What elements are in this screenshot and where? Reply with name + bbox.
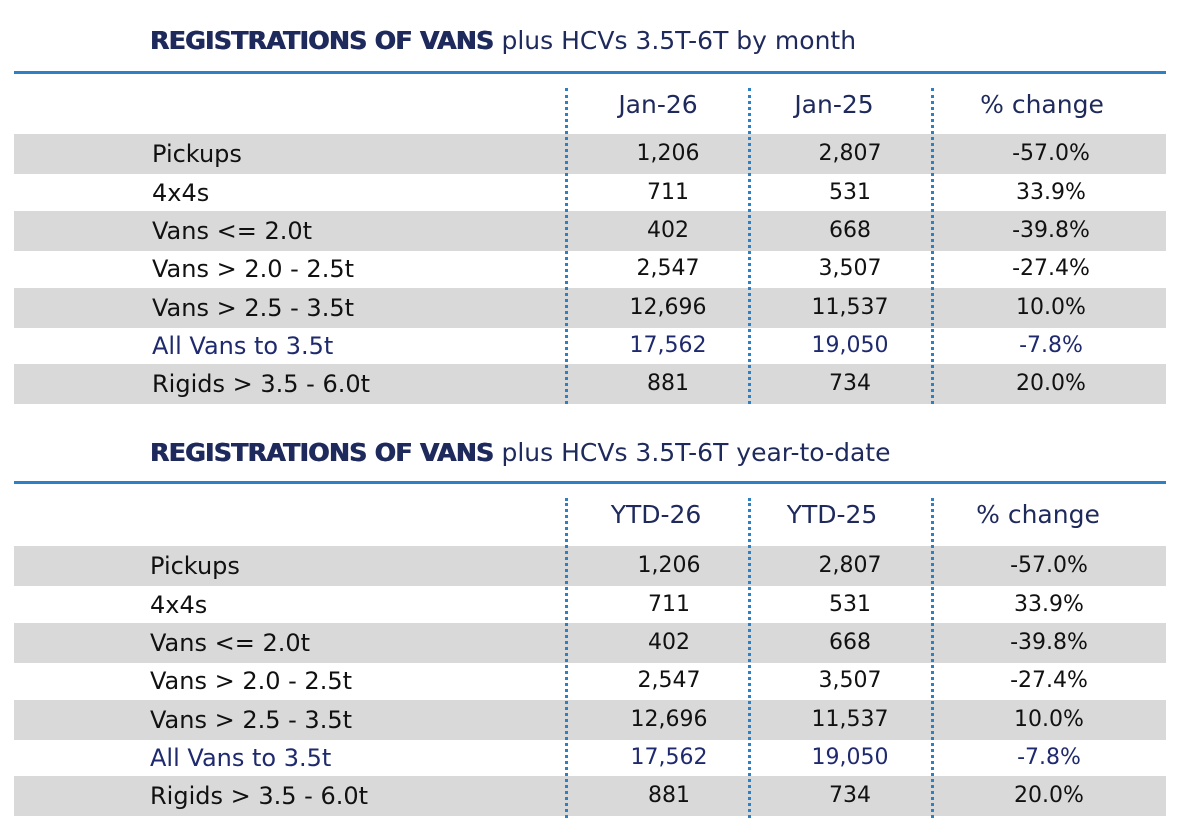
row-value-current: 17,562 [630, 745, 708, 770]
row-value-previous: 668 [829, 218, 871, 243]
ytd-col-header-3: % change [976, 500, 1100, 529]
row-value-change: -27.4% [1010, 668, 1088, 693]
monthly-col-header-2: Jan-25 [794, 90, 874, 119]
row-value-change: -7.8% [1019, 333, 1083, 358]
table-row: All Vans to 3.5t 17,562 19,050 -7.8% [14, 326, 1166, 366]
table-row: Pickups 1,206 2,807 -57.0% [14, 546, 1166, 586]
row-value-previous: 2,807 [818, 141, 882, 166]
row-value-current: 1,206 [636, 141, 700, 166]
ytd-title-rest: plus HCVs 3.5T-6T year-to-date [501, 438, 891, 467]
column-divider [565, 498, 568, 818]
row-label: Vans > 2.0 - 2.5t [152, 255, 355, 283]
row-value-current: 2,547 [637, 668, 701, 693]
row-value-change: -39.8% [1010, 630, 1088, 655]
row-label: Vans > 2.5 - 3.5t [150, 706, 353, 734]
column-divider [748, 88, 751, 404]
monthly-title-rest: plus HCVs 3.5T-6T by month [501, 26, 857, 55]
ytd-title: REGISTRATIONS OF VANS plus HCVs 3.5T-6T y… [150, 440, 890, 465]
row-value-change: -57.0% [1012, 141, 1090, 166]
row-value-current: 17,562 [629, 333, 707, 358]
row-value-previous: 531 [829, 592, 871, 617]
monthly-col-header-1: Jan-26 [618, 90, 698, 119]
table-row: Pickups 1,206 2,807 -57.0% [14, 134, 1166, 174]
row-label: Pickups [150, 552, 240, 580]
row-label: All Vans to 3.5t [152, 332, 334, 360]
row-value-change: -7.8% [1017, 745, 1081, 770]
column-divider [931, 498, 934, 818]
monthly-col-header-3: % change [980, 90, 1104, 119]
table-row: All Vans to 3.5t 17,562 19,050 -7.8% [14, 738, 1166, 778]
row-value-change: 20.0% [1016, 371, 1086, 396]
row-label: Vans > 2.0 - 2.5t [150, 667, 353, 695]
row-value-current: 402 [647, 218, 689, 243]
monthly-top-rule [14, 71, 1166, 74]
row-value-previous: 19,050 [811, 333, 889, 358]
row-value-change: -39.8% [1012, 218, 1090, 243]
row-value-previous: 734 [829, 783, 871, 808]
ytd-col-header-2: YTD-25 [786, 500, 878, 529]
row-label: Pickups [152, 140, 242, 168]
row-value-previous: 19,050 [811, 745, 889, 770]
monthly-title-bold: REGISTRATIONS OF VANS [150, 26, 494, 55]
row-value-previous: 3,507 [818, 668, 882, 693]
table-row: Vans > 2.5 - 3.5t 12,696 11,537 10.0% [14, 288, 1166, 328]
column-divider [931, 88, 934, 404]
row-label: All Vans to 3.5t [150, 744, 332, 772]
row-value-current: 402 [648, 630, 690, 655]
row-value-previous: 734 [829, 371, 871, 396]
row-label: 4x4s [152, 179, 210, 207]
row-value-current: 12,696 [629, 295, 707, 320]
row-value-current: 1,206 [637, 553, 701, 578]
row-value-current: 2,547 [636, 256, 700, 281]
table-row: 4x4s 711 531 33.9% [14, 585, 1166, 625]
ytd-top-rule [14, 481, 1166, 484]
row-label: Rigids > 3.5 - 6.0t [150, 782, 369, 810]
row-label: Vans <= 2.0t [150, 629, 311, 657]
row-value-change: -57.0% [1010, 553, 1088, 578]
table-row: Rigids > 3.5 - 6.0t 881 734 20.0% [14, 364, 1166, 404]
row-value-previous: 2,807 [818, 553, 882, 578]
row-value-change: 20.0% [1014, 783, 1084, 808]
row-value-current: 881 [647, 371, 689, 396]
monthly-title: REGISTRATIONS OF VANS plus HCVs 3.5T-6T b… [150, 28, 856, 53]
ytd-col-header-1: YTD-26 [610, 500, 702, 529]
row-value-previous: 531 [829, 180, 871, 205]
row-value-change: 33.9% [1014, 592, 1084, 617]
column-divider [565, 88, 568, 404]
row-value-change: -27.4% [1012, 256, 1090, 281]
table-row: Vans <= 2.0t 402 668 -39.8% [14, 211, 1166, 251]
row-value-previous: 11,537 [811, 707, 889, 732]
ytd-title-bold: REGISTRATIONS OF VANS [150, 438, 494, 467]
row-value-previous: 668 [829, 630, 871, 655]
row-value-previous: 11,537 [811, 295, 889, 320]
row-value-current: 711 [648, 592, 690, 617]
column-divider [748, 498, 751, 818]
table-row: Vans > 2.0 - 2.5t 2,547 3,507 -27.4% [14, 661, 1166, 701]
row-value-current: 881 [648, 783, 690, 808]
row-value-current: 12,696 [630, 707, 708, 732]
table-row: Vans > 2.0 - 2.5t 2,547 3,507 -27.4% [14, 249, 1166, 289]
row-value-current: 711 [647, 180, 689, 205]
row-label: Vans > 2.5 - 3.5t [152, 294, 355, 322]
row-value-previous: 3,507 [818, 256, 882, 281]
table-row: Vans <= 2.0t 402 668 -39.8% [14, 623, 1166, 663]
row-value-change: 10.0% [1016, 295, 1086, 320]
row-label: Vans <= 2.0t [152, 217, 313, 245]
table-row: 4x4s 711 531 33.9% [14, 173, 1166, 213]
row-label: 4x4s [150, 591, 208, 619]
table-row: Vans > 2.5 - 3.5t 12,696 11,537 10.0% [14, 700, 1166, 740]
row-value-change: 10.0% [1014, 707, 1084, 732]
row-value-change: 33.9% [1016, 180, 1086, 205]
row-label: Rigids > 3.5 - 6.0t [152, 370, 371, 398]
table-row: Rigids > 3.5 - 6.0t 881 734 20.0% [14, 776, 1166, 816]
